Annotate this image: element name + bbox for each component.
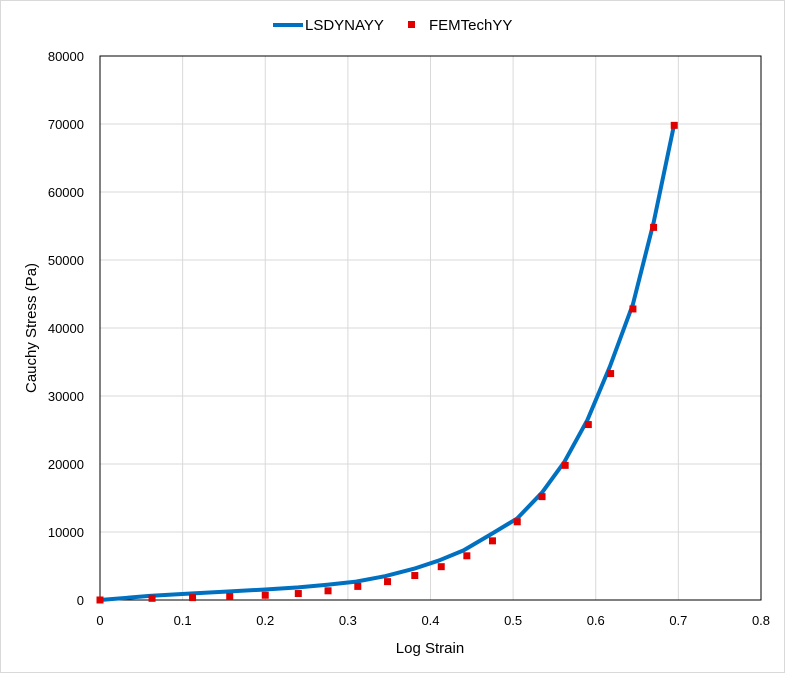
series-point-femtechyy: [96, 596, 104, 604]
x-tick-label: 0.2: [256, 613, 274, 628]
series-point-femtechyy: [607, 370, 615, 378]
x-tick-label: 0.6: [587, 613, 605, 628]
y-tick-labels: 0 10000 20000 30000 40000 50000 60000 70000 8000…: [48, 49, 84, 608]
series-point-femtechyy: [670, 121, 678, 129]
series-layer: [96, 121, 678, 604]
series-point-femtechyy: [538, 493, 546, 501]
series-point-femtechyy: [513, 518, 521, 526]
legend-label-femtechyy: FEMTechYY: [429, 17, 512, 34]
series-point-femtechyy: [488, 537, 496, 545]
legend: LSDYNAYY FEMTechYY: [273, 17, 512, 34]
series-point-femtechyy: [437, 563, 445, 571]
series-point-femtechyy: [189, 594, 197, 602]
y-tick-label: 70000: [48, 117, 84, 132]
x-axis-title: Log Strain: [396, 640, 464, 657]
series-point-femtechyy: [463, 552, 471, 560]
series-point-femtechyy: [294, 590, 302, 598]
y-tick-label: 40000: [48, 321, 84, 336]
y-axis-title: Cauchy Stress (Pa): [23, 263, 40, 393]
y-tick-label: 30000: [48, 389, 84, 404]
series-point-femtechyy: [561, 461, 569, 469]
y-tick-label: 80000: [48, 49, 84, 64]
series-point-femtechyy: [226, 593, 234, 601]
series-point-femtechyy: [148, 594, 156, 602]
series-point-femtechyy: [650, 223, 658, 231]
series-point-femtechyy: [411, 572, 419, 580]
y-tick-label: 20000: [48, 457, 84, 472]
y-tick-label: 0: [77, 593, 84, 608]
x-tick-label: 0.8: [752, 613, 770, 628]
series-point-femtechyy: [324, 587, 332, 595]
series-point-femtechyy: [384, 578, 392, 586]
x-tick-label: 0.3: [339, 613, 357, 628]
x-tick-labels: 0 0.1 0.2 0.3 0.4 0.5 0.6 0.7 0.8: [96, 613, 770, 628]
x-tick-label: 0.5: [504, 613, 522, 628]
legend-swatch-femtechyy: [408, 21, 415, 28]
series-point-femtechyy: [354, 582, 362, 590]
series-point-femtechyy: [629, 305, 637, 313]
x-tick-label: 0.4: [421, 613, 439, 628]
y-tick-label: 60000: [48, 185, 84, 200]
x-tick-label: 0.1: [174, 613, 192, 628]
x-tick-label: 0: [96, 613, 103, 628]
plot-border: [99, 55, 762, 601]
legend-label-lsdynayy: LSDYNAYY: [305, 17, 384, 34]
series-point-femtechyy: [584, 421, 592, 429]
y-tick-label: 50000: [48, 253, 84, 268]
grid-layer: [100, 56, 761, 600]
series-line-lsdynayy: [98, 122, 677, 602]
y-tick-label: 10000: [48, 525, 84, 540]
x-tick-label: 0.7: [669, 613, 687, 628]
series-point-femtechyy: [261, 591, 269, 599]
